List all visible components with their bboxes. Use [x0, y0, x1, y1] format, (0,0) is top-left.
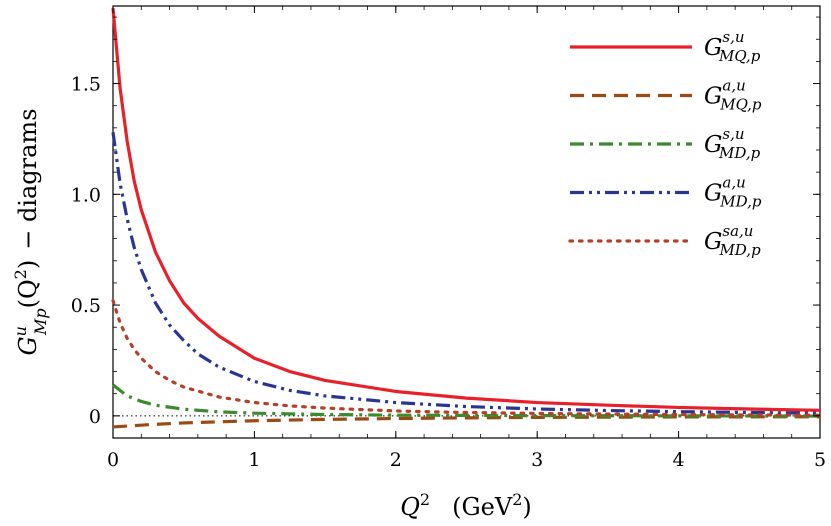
legend-label-sup: a,u	[722, 77, 745, 95]
y-tick-label: 0	[89, 406, 101, 428]
x-tick-label: 3	[531, 449, 543, 471]
x-axis-ticks: 0 1 2 3 4 5	[107, 6, 826, 471]
plot-area-border	[112, 5, 821, 439]
y-axis-arg-close: )	[14, 260, 42, 269]
legend-label-sub: MQ,p	[719, 96, 762, 114]
y-axis-sup: u	[11, 326, 30, 336]
legend-label-sup: a,u	[722, 174, 745, 192]
y-axis-sub: Mp	[31, 308, 50, 336]
legend-label-base: G	[704, 84, 722, 110]
y-tick-label: 1.5	[71, 74, 101, 96]
y-axis-arg-open: (Q	[14, 279, 42, 308]
legend-label-base: G	[704, 181, 722, 207]
x-tick-label: 2	[390, 449, 402, 471]
x-tick-label: 1	[248, 449, 260, 471]
x-axis-title: Q2 (GeV2)	[400, 490, 532, 521]
series-line-5	[111, 299, 822, 417]
legend-label-sup: sa,u	[722, 222, 753, 240]
plot-frame	[112, 5, 821, 439]
legend-label-base: G	[704, 132, 722, 158]
legend-label-1: Gs,u MQ,p	[704, 28, 761, 65]
x-axis-unit-sup: 2	[512, 490, 522, 509]
x-tick-label: 0	[107, 449, 119, 471]
legend-label-base: G	[704, 229, 722, 255]
y-axis-suffix: − diagrams	[14, 108, 42, 249]
legend-label-sub: MD,p	[719, 193, 762, 211]
x-tick-label: 4	[673, 449, 685, 471]
legend-label-base: G	[704, 35, 722, 61]
legend-label-sub: MD,p	[718, 241, 761, 259]
x-axis-var-sup: 2	[420, 490, 430, 509]
legend-label-2: Ga,u MQ,p	[704, 77, 762, 114]
series-group	[111, 8, 822, 429]
y-axis-ticks: 0 0.5 1.0 1.5	[71, 16, 820, 439]
legend-label-sub: MD,p	[718, 144, 761, 162]
series-line-4	[111, 132, 821, 415]
series-line-3	[112, 383, 821, 418]
y-axis-title: GuMp(Q2) − diagrams	[11, 108, 50, 355]
x-axis-unit-close: )	[522, 493, 531, 521]
x-tick-label: 5	[814, 449, 826, 471]
y-tick-label: 1.0	[71, 184, 101, 206]
legend-label-4: Ga,u MD,p	[704, 174, 762, 211]
x-axis-var: Q	[400, 493, 420, 521]
legend-label-sup: s,u	[722, 125, 744, 143]
legend-label-3: Gs,u MD,p	[704, 125, 761, 162]
legend-label-5: Gsa,u MD,p	[704, 222, 761, 259]
series-line-2	[112, 415, 821, 429]
y-tick-label: 0.5	[71, 295, 101, 317]
x-axis-unit-open: (GeV	[452, 493, 513, 521]
y-axis-arg-sup: 2	[11, 269, 30, 279]
legend-label-sub: MQ,p	[718, 47, 761, 65]
series-line-1	[111, 8, 821, 412]
y-axis-base: G	[14, 336, 42, 355]
legend-label-sup: s,u	[722, 28, 744, 46]
